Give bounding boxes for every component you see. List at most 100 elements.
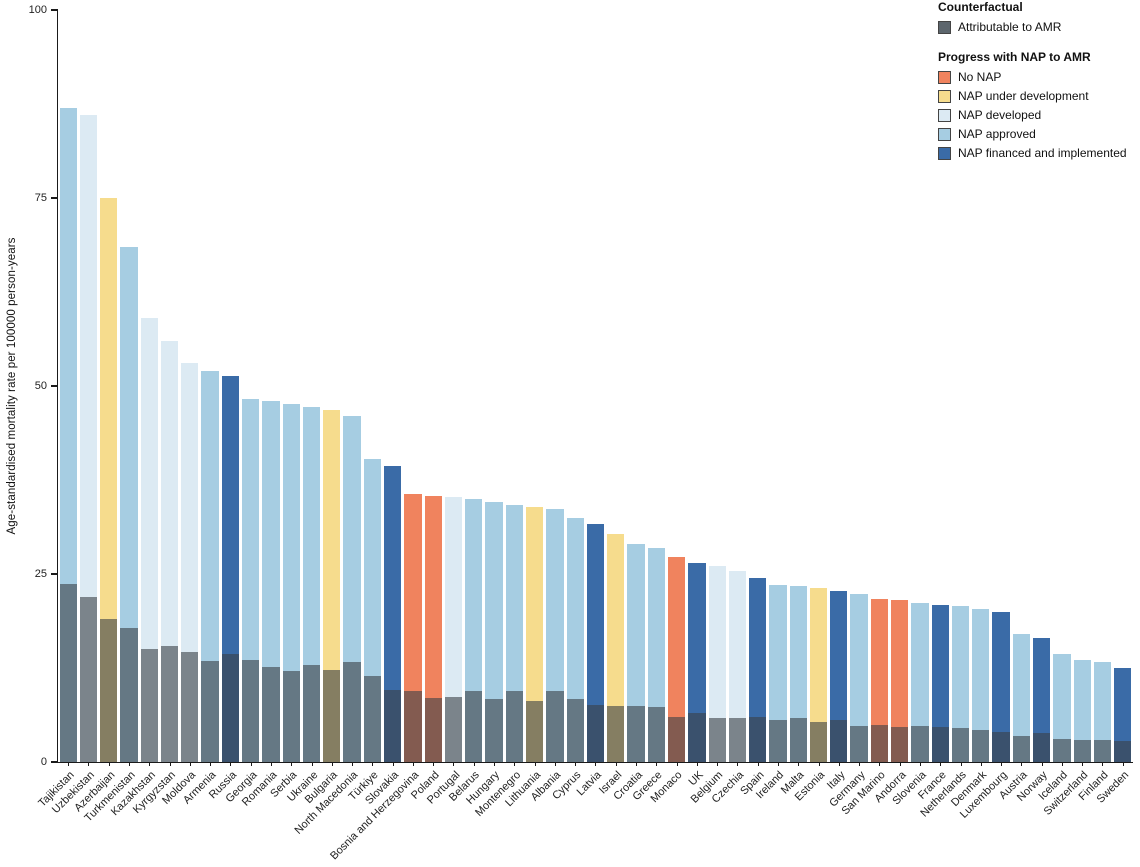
bar-total-segment [1093,661,1112,762]
x-tick [514,762,516,766]
bar-attributable-segment [485,698,503,762]
bar-france: France [916,10,950,802]
legend-label-nap_under_development: NAP under development [958,89,1089,103]
bar-denmark: Denmark [949,10,991,809]
x-tick [757,762,759,766]
legend-label-nap_developed: NAP developed [958,108,1042,122]
bar-total-segment [1114,668,1132,762]
bar-attributable-segment [566,698,584,762]
x-tick [879,762,881,766]
y-tick-label-75: 75 [34,192,47,204]
nap_approved-swatch-icon [938,127,951,141]
bar-total-segment [809,588,828,762]
x-tick [899,762,901,766]
bar-attributable-segment [221,653,240,762]
bar-hungary: Hungary [465,10,504,807]
bar-total-segment [850,593,868,762]
legend-item-nap_under_development: NAP under development [938,89,1127,103]
bar-czechia: Czechia [709,10,747,806]
bar-total-segment [972,608,990,762]
bar-kyrgyzstan: Kyrgyzstan [131,10,179,816]
x-tick [777,762,779,766]
bar-portugal: Portugal [425,10,463,806]
bar-total-segment [525,507,544,762]
bar-armenia: Armenia [181,10,220,806]
bar-attributable-segment [79,596,98,762]
x-tick [636,762,638,766]
bar-t-rkiye: Türkiye [347,10,382,803]
bar-attributable-segment [972,729,990,762]
bar-serbia: Serbia [269,10,301,800]
y-tick-50 [51,385,58,387]
bar-slovakia: Slovakia [363,10,403,807]
x-tick [270,762,272,766]
bar-malta: Malta [779,10,808,797]
x-tick [575,762,577,766]
y-axis-label: Age-standardised mortality rate per 1000… [6,237,18,535]
x-tick [615,762,617,766]
bar-attributable-segment [242,660,260,762]
bar-total-segment [992,612,1010,762]
bar-spain: Spain [738,10,768,797]
bar-russia: Russia [207,10,240,801]
x-tick [108,762,110,766]
bar-attributable-segment [769,719,787,762]
bar-luxembourg: Luxembourg [958,10,1011,821]
bar-attributable-segment [870,725,889,762]
bar-greece: Greece [631,10,666,803]
legend: Counterfactual Attributable to AMR Progr… [938,0,1127,165]
bar-attributable-segment [160,646,179,762]
legend-counterfactual-title: Counterfactual [938,0,1023,14]
bar-attributable-segment [100,619,118,762]
x-tick [210,762,212,766]
y-tick-25 [51,573,58,575]
x-tick [128,762,130,766]
y-tick-label-0: 0 [40,756,47,768]
bar-total-segment [688,562,706,762]
bar-attributable-segment [830,719,848,762]
bar-belgium: Belgium [689,10,727,806]
bar-ireland: Ireland [754,10,788,801]
x-tick [1082,762,1084,766]
x-tick [818,762,820,766]
bar-total-segment [607,534,625,762]
bar-total-segment [485,501,503,762]
bar-azerbaijan: Azerbaijan [72,10,119,814]
bar-attributable-segment [120,628,138,762]
bar-attributable-segment [728,717,747,762]
bar-attributable-segment [201,661,219,762]
x-tick [88,762,90,766]
bar-montenegro: Montenegro [473,10,524,819]
bar-poland: Poland [409,10,443,802]
bar-total-segment [384,466,402,762]
bar-san-marino: San Marino [840,10,889,817]
x-tick [1061,762,1063,766]
x-tick [1122,762,1124,766]
bar-attributable-segment [323,670,341,762]
bar-total-segment [891,600,909,762]
x-tick [656,762,658,766]
bar-estonia: Estonia [793,10,828,803]
bar-latvia: Latvia [575,10,605,798]
x-tick [940,762,942,766]
legend-item-nap_financed: NAP financed and implemented [938,146,1127,160]
bar-attributable-segment [688,713,706,762]
bar-attributable-segment [911,725,929,762]
bar-attributable-segment [262,667,280,762]
bar-total-segment [708,566,726,762]
bar-uzbekistan: Uzbekistan [50,10,98,816]
bar-attributable-segment [546,691,564,762]
bar-attributable-segment [302,665,321,762]
x-tick [838,762,840,766]
bar-attributable-segment [59,583,77,762]
bar-attributable-segment [465,691,483,762]
bar-total-segment [1033,637,1051,762]
bar-attributable-segment [931,727,949,762]
bar-israel: Israel [597,10,626,797]
bar-total-segment [1053,653,1071,762]
bar-attributable-segment [647,707,665,762]
bar-norway: Norway [1015,10,1052,804]
no_nap-swatch-icon [938,70,951,84]
x-tick [250,762,252,766]
plot-area: Tajikistan Uzbekistan Azerbaijan Turkmenist… [29,4,1133,862]
